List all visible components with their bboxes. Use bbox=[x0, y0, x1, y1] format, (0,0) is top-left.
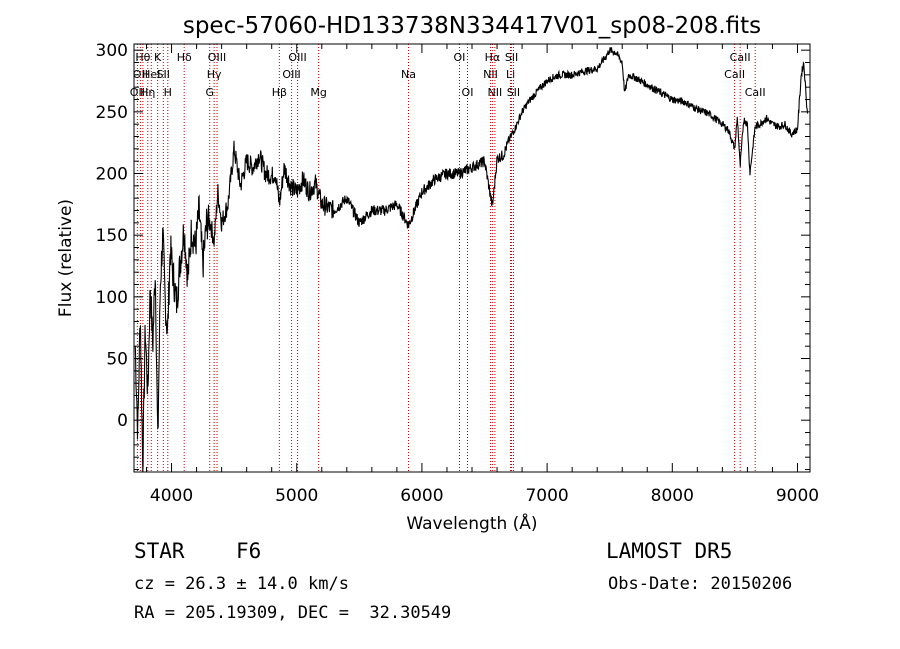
line-marker-label-5: K bbox=[154, 51, 162, 64]
y-tick-label-5: 250 bbox=[96, 103, 128, 123]
coordinates: RA = 205.19309, DEC = 32.30549 bbox=[134, 603, 452, 623]
line-markers: OIIOIIHθHηHeIKSIIHHδGHγOIIIHβOIIIOIIIMgN… bbox=[130, 44, 766, 472]
line-marker-label-16: Na bbox=[401, 68, 416, 81]
line-marker-label-1: OII bbox=[133, 68, 148, 81]
line-marker-label-3: Hη bbox=[140, 86, 155, 99]
line-marker-label-11: OIII bbox=[208, 51, 226, 64]
line-marker-label-19: NII bbox=[483, 68, 498, 81]
line-marker-label-2: Hθ bbox=[135, 51, 150, 64]
line-marker-label-6: SII bbox=[157, 68, 170, 81]
y-tick-label-0: 0 bbox=[117, 411, 128, 431]
survey-name: LAMOST DR5 bbox=[606, 539, 733, 563]
line-marker-label-17: OI bbox=[454, 51, 466, 64]
line-marker-label-7: H bbox=[164, 86, 172, 99]
plot-frame bbox=[133, 43, 811, 473]
y-tick-label-6: 300 bbox=[96, 41, 128, 61]
line-marker-label-4: HeI bbox=[142, 68, 160, 81]
line-marker-label-27: CaII bbox=[745, 86, 766, 99]
line-marker-label-24: SII bbox=[507, 86, 520, 99]
line-marker-label-15: Mg bbox=[310, 86, 326, 99]
line-marker-label-12: Hβ bbox=[272, 86, 287, 99]
y-tick-label-3: 150 bbox=[96, 226, 128, 246]
line-marker-label-9: G bbox=[205, 86, 214, 99]
x-tick-label-4: 8000 bbox=[651, 486, 694, 506]
spectrum-series bbox=[134, 47, 809, 473]
spectrum-line bbox=[134, 47, 809, 473]
observation-date: Obs-Date: 20150206 bbox=[608, 574, 793, 594]
x-axis-label: Wavelength (Å) bbox=[406, 512, 537, 534]
line-marker-label-25: CaII bbox=[724, 68, 745, 81]
line-marker-label-14: OIII bbox=[288, 51, 306, 64]
line-marker-label-22: Li bbox=[506, 68, 515, 81]
y-axis: 0 50 100 150 200 250 300 bbox=[96, 41, 810, 471]
line-marker-label-20: Hα bbox=[485, 51, 501, 64]
x-tick-label-2: 6000 bbox=[400, 486, 443, 506]
y-tick-label-4: 200 bbox=[96, 165, 128, 185]
line-marker-label-23: SII bbox=[505, 51, 518, 64]
x-axis: 4000 5000 6000 7000 8000 9000 bbox=[146, 44, 819, 506]
x-tick-label-1: 5000 bbox=[275, 486, 318, 506]
line-marker-label-10: Hγ bbox=[207, 68, 222, 81]
chart-title: spec-57060-HD133738N334417V01_sp08-208.f… bbox=[183, 13, 761, 39]
x-tick-label-0: 4000 bbox=[150, 486, 193, 506]
redshift-velocity: cz = 26.3 ± 14.0 km/s bbox=[134, 574, 349, 594]
object-subclass: F6 bbox=[236, 539, 262, 563]
line-marker-label-21: NII bbox=[488, 86, 503, 99]
line-marker-label-8: Hδ bbox=[177, 51, 192, 64]
line-marker-label-13: OIII bbox=[282, 68, 300, 81]
y-axis-label: Flux (relative) bbox=[56, 199, 76, 317]
object-class: STAR bbox=[134, 539, 185, 563]
line-marker-label-26: CaII bbox=[730, 51, 751, 64]
x-tick-label-5: 9000 bbox=[776, 486, 819, 506]
y-tick-label-1: 50 bbox=[106, 350, 128, 370]
line-marker-label-18: OI bbox=[462, 86, 474, 99]
x-tick-label-3: 7000 bbox=[525, 486, 568, 506]
y-tick-label-2: 100 bbox=[96, 288, 128, 308]
